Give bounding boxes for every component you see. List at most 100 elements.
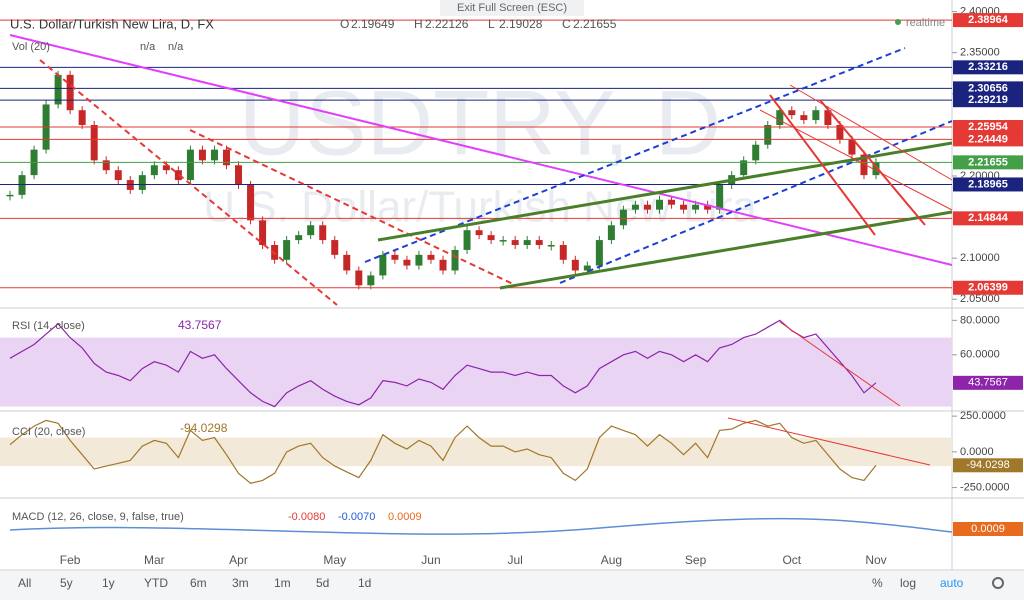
range-button[interactable]: 1d xyxy=(358,576,371,590)
candle xyxy=(740,160,748,176)
candle xyxy=(210,149,218,161)
y-tick-label: 250.0000 xyxy=(960,410,1006,422)
level-label-bg xyxy=(953,211,1023,226)
exit-bar[interactable] xyxy=(440,0,584,16)
candle xyxy=(547,245,555,247)
candle xyxy=(535,240,543,245)
candle xyxy=(848,139,856,155)
level-label: 2.14844 xyxy=(968,212,1009,224)
level-label-bg xyxy=(953,177,1023,192)
candle xyxy=(463,230,471,250)
candle xyxy=(235,165,243,185)
symbol-title: U.S. Dollar/Turkish New Lira, D, FX xyxy=(10,16,214,31)
x-tick-label: Jun xyxy=(421,553,440,567)
candle xyxy=(631,204,639,210)
macd-signal: -0.0070 xyxy=(338,511,375,523)
y-tick-label: -250.0000 xyxy=(960,481,1010,493)
last-value-label: -94.0298 xyxy=(966,459,1009,471)
level-label: 2.24449 xyxy=(968,133,1008,145)
candle xyxy=(403,259,411,266)
level-label: 2.38964 xyxy=(968,14,1009,26)
level-label-bg xyxy=(953,13,1023,28)
candle xyxy=(6,194,14,197)
realtime: realtime xyxy=(906,17,945,29)
level-label: 2.06399 xyxy=(968,282,1008,294)
option-button[interactable]: log xyxy=(900,576,916,590)
trendline xyxy=(499,210,953,290)
candle xyxy=(487,235,495,241)
candle xyxy=(223,149,230,166)
ohlc-key: O xyxy=(340,17,349,31)
toolbar xyxy=(0,571,1024,600)
ohlc-value: 2.19649 xyxy=(351,17,395,31)
indicator-line xyxy=(9,419,877,484)
ohlc-key: L xyxy=(488,17,495,31)
candle xyxy=(656,199,663,210)
ohlc-value: 2.21655 xyxy=(573,17,617,31)
level-label-bg xyxy=(953,93,1023,108)
candle xyxy=(836,125,844,140)
option-button[interactable]: % xyxy=(872,576,883,590)
candle xyxy=(800,115,808,121)
candle xyxy=(367,275,375,286)
candle xyxy=(475,230,483,236)
vol-label: Vol (20) xyxy=(12,41,50,53)
trendline xyxy=(559,120,953,284)
range-button[interactable]: 1y xyxy=(102,576,115,590)
indicator-readout: -94.0298 xyxy=(180,421,228,435)
candle xyxy=(872,162,880,176)
trendline xyxy=(9,34,953,266)
candle xyxy=(295,235,303,241)
vol-value: n/a xyxy=(168,41,184,53)
y-tick-label: 0.0000 xyxy=(960,446,994,458)
range-button[interactable]: 1m xyxy=(274,576,291,590)
candle xyxy=(439,259,447,271)
candle xyxy=(752,144,760,161)
y-tick-label: 2.05000 xyxy=(960,293,1000,305)
y-tick-label: 60.0000 xyxy=(960,349,1000,361)
level-label: 2.21655 xyxy=(968,156,1008,168)
range-button[interactable]: 5d xyxy=(316,576,329,590)
trendline xyxy=(39,59,338,306)
last-value-label: 43.7567 xyxy=(968,377,1008,389)
candle xyxy=(860,154,868,176)
trendline xyxy=(364,47,906,263)
ohlc-key: H xyxy=(414,17,423,31)
exit-fullscreen[interactable]: Exit Full Screen (ESC) xyxy=(457,2,567,14)
candle xyxy=(692,204,700,210)
trendline xyxy=(727,417,931,466)
y-tick-label: 2.35000 xyxy=(960,47,1000,59)
settings-icon[interactable] xyxy=(992,577,1004,589)
candle xyxy=(764,125,772,145)
x-tick-label: Aug xyxy=(601,553,622,567)
macd-hist: 0.0009 xyxy=(388,511,422,523)
macd-title: MACD (12, 26, close, 9, false, true) xyxy=(12,511,184,523)
candle xyxy=(704,204,712,210)
candle xyxy=(150,165,158,176)
candle xyxy=(619,209,627,226)
last-value-bg xyxy=(953,458,1023,473)
candle xyxy=(559,245,567,260)
range-button[interactable]: 3m xyxy=(232,576,249,590)
level-label-bg xyxy=(953,280,1023,295)
x-tick-label: Feb xyxy=(60,553,81,567)
candle xyxy=(247,185,255,221)
option-button[interactable]: auto xyxy=(940,576,964,590)
candle xyxy=(18,175,26,195)
range-button[interactable]: 5y xyxy=(60,576,73,590)
cci-title: CCI (20, close) xyxy=(12,426,85,438)
candle xyxy=(186,149,194,181)
range-button[interactable]: YTD xyxy=(144,576,168,590)
candle xyxy=(198,149,206,161)
range-button[interactable]: All xyxy=(18,576,31,590)
level-label: 2.33216 xyxy=(968,61,1008,73)
y-tick-label: 80.0000 xyxy=(960,314,1000,326)
candle xyxy=(102,160,110,171)
candle xyxy=(391,254,399,260)
range-button[interactable]: 6m xyxy=(190,576,207,590)
trendline xyxy=(769,94,876,236)
candle xyxy=(427,254,435,260)
band xyxy=(0,437,952,467)
candle xyxy=(583,265,591,271)
